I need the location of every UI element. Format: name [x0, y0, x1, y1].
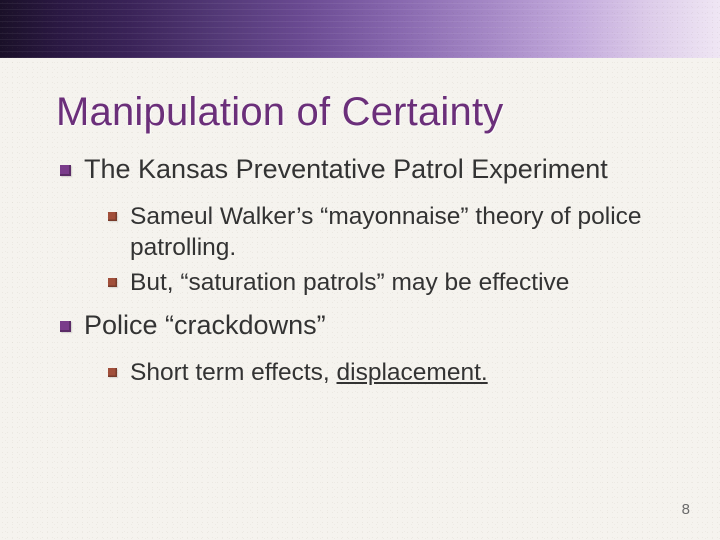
- bullet-item: Short term effects, displacement.: [106, 357, 672, 388]
- bullet-list-level2: Short term effects, displacement.: [106, 357, 672, 388]
- bullet-text: Sameul Walker’s “mayonnaise” theory of p…: [130, 203, 642, 261]
- page-number: 8: [682, 501, 690, 518]
- bullet-item: The Kansas Preventative Patrol Experimen…: [56, 153, 672, 299]
- bullet-text-prefix: Short term effects,: [130, 359, 337, 386]
- bullet-text: But, “saturation patrols” may be effecti…: [130, 269, 569, 296]
- bullet-text: The Kansas Preventative Patrol Experimen…: [84, 154, 608, 184]
- bullet-item: Sameul Walker’s “mayonnaise” theory of p…: [106, 201, 672, 264]
- bullet-text: Police “crackdowns”: [84, 310, 326, 340]
- bullet-item: But, “saturation patrols” may be effecti…: [106, 267, 672, 298]
- decorative-top-gradient: [0, 0, 720, 58]
- slide-content: Manipulation of Certainty The Kansas Pre…: [56, 90, 672, 398]
- bullet-list-level1: The Kansas Preventative Patrol Experimen…: [56, 153, 672, 388]
- bullet-item: Police “crackdowns” Short term effects, …: [56, 309, 672, 388]
- bullet-list-level2: Sameul Walker’s “mayonnaise” theory of p…: [106, 201, 672, 299]
- slide-title: Manipulation of Certainty: [56, 90, 672, 135]
- bullet-text-underlined: displacement.: [337, 359, 488, 386]
